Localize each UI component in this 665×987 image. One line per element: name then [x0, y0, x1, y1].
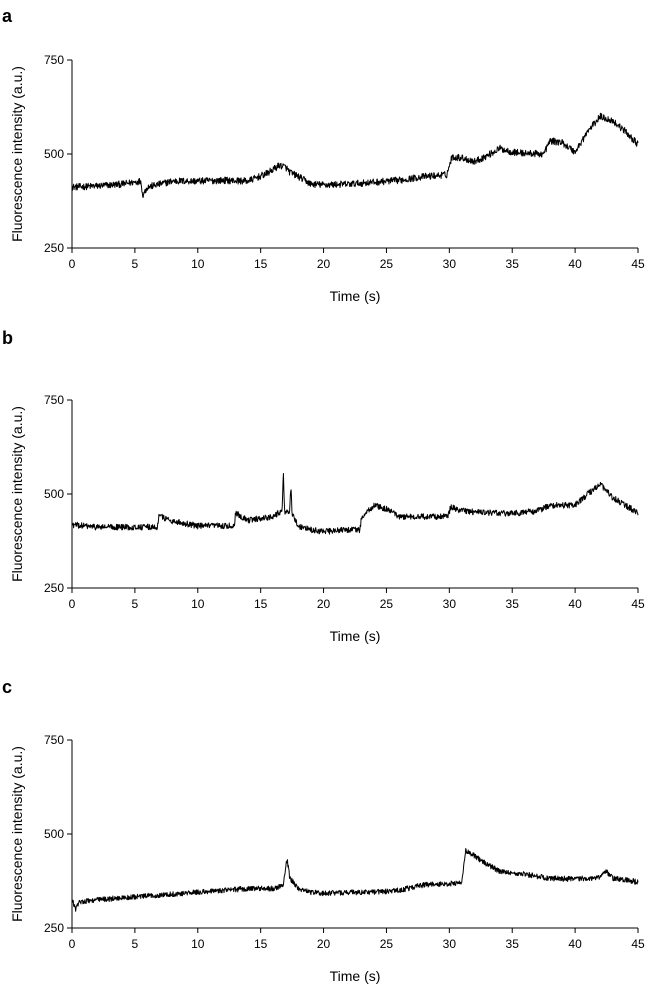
y-tick-label: 250 [44, 241, 64, 255]
x-tick-label: 45 [631, 257, 645, 271]
x-tick-label: 15 [254, 257, 268, 271]
x-tick-label: 45 [631, 937, 645, 951]
x-tick-label: 35 [506, 597, 520, 611]
y-tick-label: 500 [44, 487, 64, 501]
x-tick-label: 5 [132, 937, 139, 951]
x-tick-label: 25 [380, 597, 394, 611]
panel-a: a 250 500 750 0 5 10 15 20 25 30 35 40 45 Time (s) Fluo… [2, 6, 645, 304]
x-tick-label: 10 [191, 597, 205, 611]
x-tick-label: 25 [380, 937, 394, 951]
x-tick-label: 10 [191, 937, 205, 951]
y-tick-label: 250 [44, 581, 64, 595]
y-tick-label: 750 [44, 393, 64, 407]
series-line [71, 473, 639, 535]
panel-c: c 250 500 750 0 5 10 15 20 25 30 35 40 45 Time (s) Fluo… [2, 677, 645, 984]
y-tick-label: 750 [44, 53, 64, 67]
x-tick-label: 15 [254, 937, 268, 951]
x-tick-label: 0 [69, 597, 76, 611]
x-tick-label: 15 [254, 597, 268, 611]
x-tick-label: 35 [506, 937, 520, 951]
x-tick-label: 5 [132, 597, 139, 611]
x-tick-label: 35 [506, 257, 520, 271]
x-tick-label: 20 [317, 597, 331, 611]
y-tick-label: 250 [44, 921, 64, 935]
x-tick-label: 40 [568, 937, 582, 951]
x-tick-label: 25 [380, 257, 394, 271]
y-axis-title: Fluorescence intensity (a.u.) [9, 406, 25, 582]
panel-label: b [2, 328, 13, 348]
y-axis-title: Fluorescence intensity (a.u.) [9, 66, 25, 242]
x-axis-title: Time (s) [330, 288, 381, 304]
x-tick-label: 20 [317, 257, 331, 271]
y-axis-title: Fluorescence intensity (a.u.) [9, 746, 25, 922]
x-tick-label: 0 [69, 937, 76, 951]
x-tick-label: 40 [568, 597, 582, 611]
panel-label: c [2, 677, 12, 697]
x-tick-label: 5 [132, 257, 139, 271]
x-tick-label: 20 [317, 937, 331, 951]
x-tick-label: 30 [443, 257, 457, 271]
x-tick-label: 30 [443, 937, 457, 951]
x-axis-title: Time (s) [330, 968, 381, 984]
x-tick-label: 30 [443, 597, 457, 611]
y-tick-label: 500 [44, 827, 64, 841]
y-tick-label: 500 [44, 147, 64, 161]
x-tick-label: 0 [69, 257, 76, 271]
x-tick-label: 45 [631, 597, 645, 611]
series-line [71, 847, 639, 912]
y-tick-label: 750 [44, 733, 64, 747]
x-tick-label: 40 [568, 257, 582, 271]
panel-label: a [2, 6, 13, 26]
x-axis-title: Time (s) [330, 628, 381, 644]
panel-b: b 250 500 750 0 5 10 15 20 25 30 35 40 45 Time (s) Fluo… [2, 328, 645, 644]
series-line [71, 112, 639, 198]
x-tick-label: 10 [191, 257, 205, 271]
